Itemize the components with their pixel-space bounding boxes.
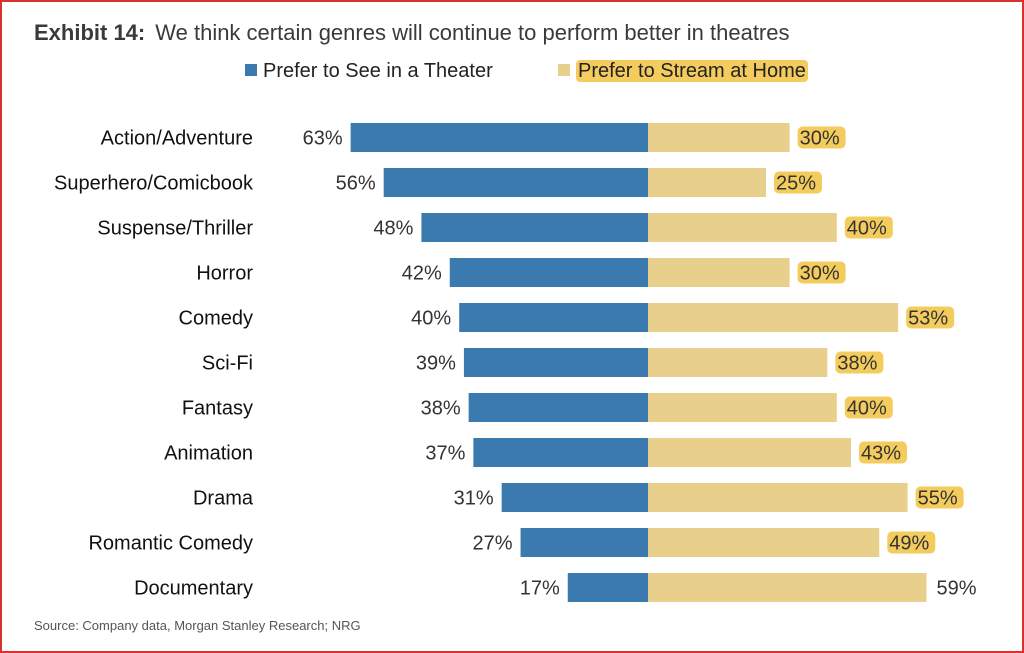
- category-label: Action/Adventure: [101, 128, 253, 150]
- category-label: Comedy: [179, 308, 253, 330]
- data-label-home: 30%: [800, 263, 840, 285]
- category-label: Romantic Comedy: [88, 533, 253, 555]
- data-label-theater: 31%: [454, 488, 494, 510]
- data-label-theater: 56%: [336, 173, 376, 195]
- legend-swatch-home: [558, 63, 570, 76]
- category-label: Superhero/Comicbook: [54, 173, 254, 195]
- bar-theater: [501, 483, 648, 512]
- data-label-theater: 27%: [473, 533, 513, 555]
- data-label-home: 25%: [776, 173, 816, 195]
- bar-theater: [449, 258, 648, 287]
- bar-theater: [459, 303, 648, 332]
- data-label-theater: 38%: [421, 398, 461, 420]
- data-label-highlight: [774, 171, 822, 194]
- data-label-highlight: [835, 351, 884, 374]
- bar-home: [648, 483, 908, 512]
- bar-home: [648, 393, 837, 422]
- data-label-theater: 39%: [416, 353, 456, 375]
- bar-theater: [473, 438, 648, 467]
- category-label: Horror: [196, 263, 253, 285]
- bar-theater: [468, 393, 648, 422]
- source-note: Source: Company data, Morgan Stanley Res…: [34, 618, 361, 633]
- data-label-highlight: [844, 216, 893, 239]
- bar-theater: [383, 168, 648, 197]
- bar-home: [648, 258, 790, 287]
- bar-theater: [350, 123, 648, 152]
- bar-home: [648, 528, 880, 557]
- data-label-home: 30%: [800, 128, 840, 150]
- category-label: Suspense/Thriller: [97, 218, 253, 240]
- bar-home: [648, 123, 790, 152]
- exhibit-label: Exhibit 14:: [34, 20, 146, 45]
- data-label-home: 49%: [889, 533, 929, 555]
- bar-theater: [567, 573, 648, 602]
- bar-home: [648, 213, 837, 242]
- bar-home: [648, 348, 828, 377]
- data-label-home: 59%: [936, 578, 976, 600]
- data-label-highlight: [797, 126, 846, 149]
- legend-label-home: Prefer to Stream at Home: [576, 60, 808, 82]
- data-label-theater: 40%: [411, 308, 451, 330]
- chart-title: We think certain genres will continue to…: [155, 20, 790, 45]
- bar-home: [648, 168, 766, 197]
- category-label: Drama: [193, 488, 254, 510]
- data-label-theater: 48%: [373, 218, 413, 240]
- data-label-home: 40%: [847, 398, 887, 420]
- bar-theater: [421, 213, 648, 242]
- legend-swatch-theater: [245, 63, 257, 76]
- legend-item-theater: Prefer to See in a Theater: [245, 60, 493, 83]
- data-label-home: 43%: [861, 443, 901, 465]
- data-label-highlight: [858, 441, 907, 464]
- legend-label-theater: Prefer to See in a Theater: [263, 60, 493, 82]
- data-label-home: 40%: [847, 218, 887, 240]
- category-label: Documentary: [134, 578, 253, 600]
- data-label-home: 55%: [918, 488, 958, 510]
- legend-item-home: Prefer to Stream at Home: [558, 60, 808, 83]
- exhibit-header: Exhibit 14: We think certain genres will …: [34, 20, 790, 46]
- data-label-theater: 63%: [303, 128, 343, 150]
- bar-home: [648, 438, 851, 467]
- data-label-highlight: [887, 531, 936, 554]
- category-label: Animation: [164, 443, 253, 465]
- data-label-theater: 17%: [520, 578, 560, 600]
- data-label-theater: 37%: [425, 443, 465, 465]
- data-label-highlight: [844, 396, 893, 419]
- bar-theater: [463, 348, 648, 377]
- bar-theater: [520, 528, 648, 557]
- bar-home: [648, 573, 927, 602]
- data-label-home: 38%: [837, 353, 877, 375]
- data-label-home: 53%: [908, 308, 948, 330]
- category-label: Fantasy: [182, 398, 253, 420]
- category-label: Sci-Fi: [202, 353, 253, 375]
- data-label-highlight: [906, 306, 955, 329]
- data-label-highlight: [797, 261, 846, 284]
- data-label-highlight: [915, 486, 964, 509]
- bar-home: [648, 303, 899, 332]
- data-label-theater: 42%: [402, 263, 442, 285]
